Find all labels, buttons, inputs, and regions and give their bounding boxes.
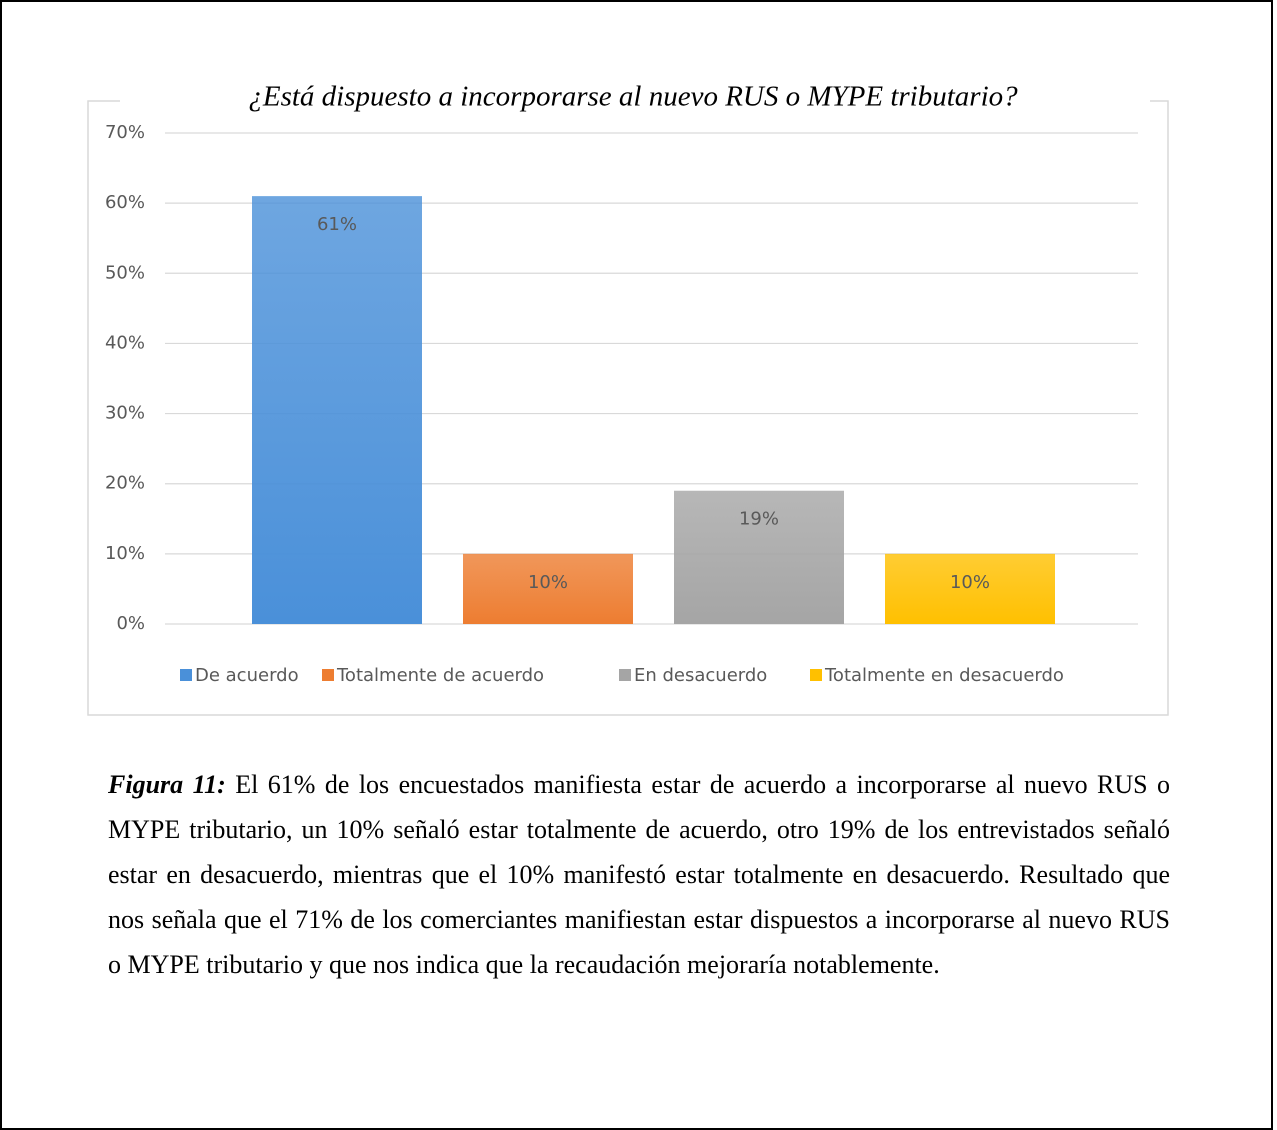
legend-swatch (180, 669, 192, 681)
legend-label: De acuerdo (195, 665, 299, 686)
legend-label: Totalmente de acuerdo (336, 665, 544, 686)
y-tick-label: 70% (105, 122, 145, 143)
y-tick-label: 0% (116, 613, 145, 634)
data-label: 10% (950, 572, 990, 593)
caption: Figura 11: El 61% de los encuestados man… (108, 762, 1170, 987)
chart-title: ¿Está dispuesto a incorporarse al nuevo … (248, 81, 1018, 113)
legend-swatch (810, 669, 822, 681)
data-label: 10% (528, 572, 568, 593)
y-tick-label: 60% (105, 192, 145, 213)
legend-label: En desacuerdo (634, 665, 767, 686)
bar (674, 490, 844, 624)
caption-label: Figura 11: (108, 770, 226, 799)
chart-border (87, 100, 1169, 716)
y-tick-label: 50% (105, 262, 145, 283)
y-tick-label: 40% (105, 332, 145, 353)
y-tick-label: 10% (105, 543, 145, 564)
data-label: 61% (317, 214, 357, 235)
data-label: 19% (739, 509, 779, 530)
legend-label: Totalmente en desacuerdo (824, 665, 1064, 686)
bar (463, 553, 633, 624)
bar (885, 553, 1055, 624)
y-tick-label: 30% (105, 403, 145, 424)
legend-swatch (322, 669, 334, 681)
legend-swatch (619, 669, 631, 681)
caption-text: El 61% de los encuestados manifiesta est… (108, 770, 1170, 979)
y-tick-label: 20% (105, 473, 145, 494)
bar (252, 196, 422, 624)
